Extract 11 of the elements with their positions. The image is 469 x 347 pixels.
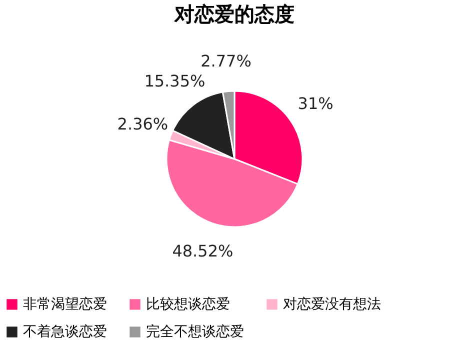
- legend-label: 完全不想谈恋爱: [146, 324, 244, 340]
- chart-title: 对恋爱的态度: [174, 2, 294, 26]
- legend-label: 比较想谈恋爱: [146, 296, 230, 312]
- legend-label: 对恋爱没有想法: [283, 296, 381, 312]
- data-label: 31%: [298, 94, 334, 113]
- data-label: 2.77%: [200, 51, 252, 70]
- data-label: 2.36%: [117, 114, 168, 134]
- data-label: 48.52%: [172, 242, 234, 261]
- data-label: 15.35%: [144, 71, 206, 90]
- legend-label: 不着急谈恋爱: [23, 324, 107, 340]
- legend-label: 非常渴望恋爱: [23, 296, 107, 312]
